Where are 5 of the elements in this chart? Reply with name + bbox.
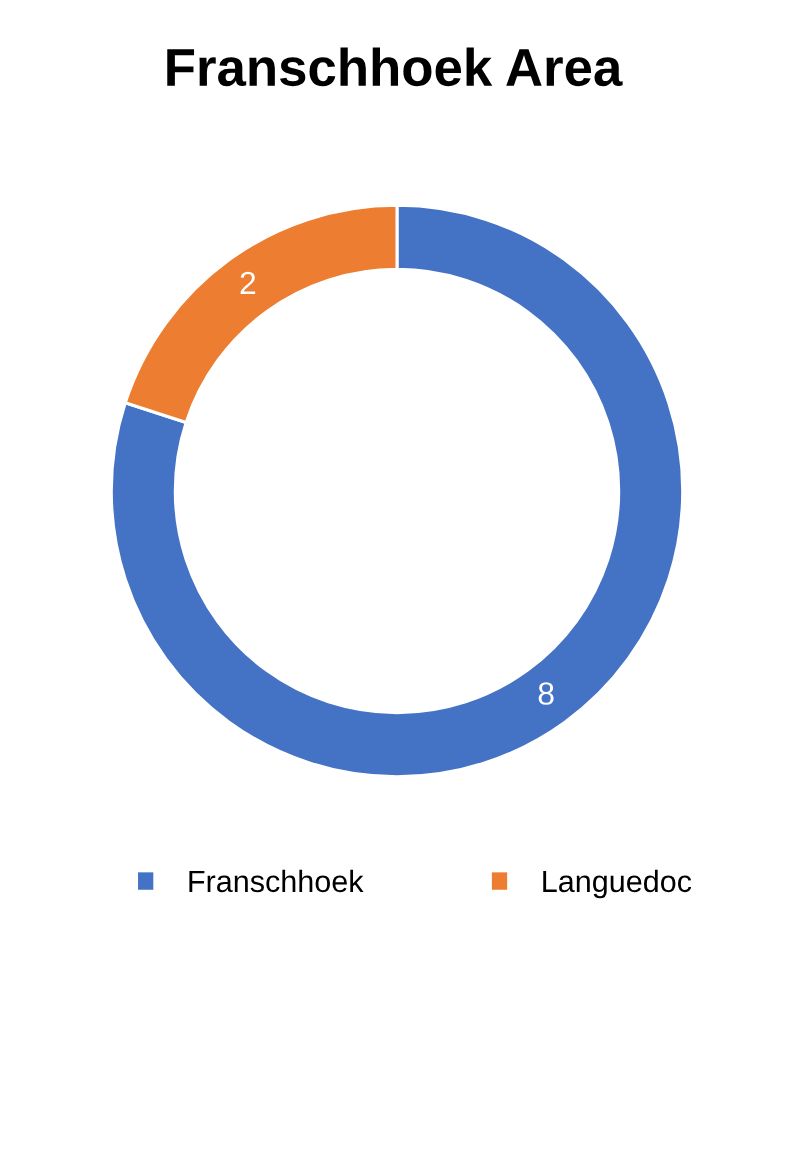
legend-label: Franschhoek — [189, 869, 364, 893]
data-label: 2 — [240, 271, 256, 294]
legend-label: Languedoc — [543, 869, 692, 899]
chart-title: Franschhoek Area — [167, 47, 623, 87]
data-label: 8 — [538, 682, 554, 705]
